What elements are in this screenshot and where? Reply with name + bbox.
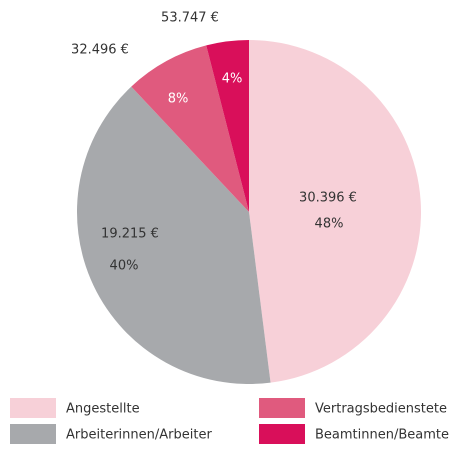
value-label: 48% [315, 217, 344, 232]
value-label: 4% [222, 72, 243, 87]
pie-slice [206, 40, 249, 212]
legend-swatch [259, 398, 305, 418]
legend-label: Angestellte [66, 402, 140, 417]
value-label: 8% [168, 92, 189, 107]
amount-label: 53.747 € [161, 11, 219, 26]
legend-swatch [259, 424, 305, 444]
pie-slice [77, 86, 271, 385]
value-label: 40% [110, 259, 139, 274]
pie-slice [249, 40, 421, 383]
amount-label: 19.215 € [101, 227, 159, 242]
legend-swatch [10, 398, 56, 418]
amount-label: 32.496 € [71, 43, 129, 58]
legend-label: Vertragsbedienstete [315, 402, 447, 417]
legend-label: Beamtinnen/Beamte [315, 428, 449, 443]
pie-slice [131, 45, 249, 212]
legend-label: Arbeiterinnen/Arbeiter [66, 428, 212, 443]
legend-swatch [10, 424, 56, 444]
amount-label: 30.396 € [299, 191, 357, 206]
